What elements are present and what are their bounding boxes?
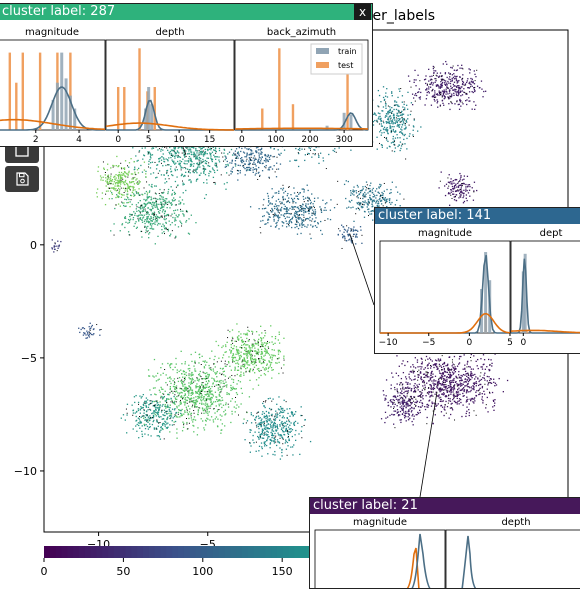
- x-tick-label: 5: [146, 135, 152, 145]
- popup-histograms: magnitude depth: [310, 514, 580, 588]
- popup-cluster-287[interactable]: cluster label: 287 x magnitude 2 4 depth 0 5 1…: [0, 3, 373, 147]
- legend-swatch: [316, 48, 329, 54]
- histogram-panel: depth 0 5 10 15: [106, 27, 234, 145]
- histogram-panel: magnitude 2 4: [0, 27, 105, 145]
- colorbar-tick-label: 100: [192, 565, 213, 578]
- x-tick-label: 15: [204, 135, 215, 145]
- x-tick-label: 0: [239, 135, 245, 145]
- legend: train test: [311, 44, 362, 74]
- colorbar-tick-label: 50: [116, 565, 130, 578]
- x-tick-label: −10: [379, 338, 398, 348]
- popup-header[interactable]: cluster label: 141: [375, 208, 580, 224]
- panel-frame: [315, 530, 445, 588]
- train-bar: [60, 53, 63, 130]
- panel-title: depth: [501, 517, 530, 528]
- test-kde: [235, 128, 368, 129]
- test-bar: [9, 53, 11, 130]
- y-tick-label: 0: [30, 239, 37, 252]
- popup-title: cluster label: 21: [313, 498, 418, 513]
- panel-title: magnitude: [353, 517, 407, 528]
- popup-title: cluster label: 287: [2, 4, 115, 19]
- test-bar: [22, 53, 24, 130]
- popup-histograms: magnitude−10−505dept010: [375, 224, 580, 353]
- histogram-panel: magnitude −10 −5 0 5: [379, 228, 513, 348]
- train-bar: [349, 115, 352, 130]
- x-tick-label: 200: [301, 135, 318, 145]
- x-tick-label: 0: [467, 338, 473, 348]
- popup-cluster-21[interactable]: cluster label: 21 magnitude depth: [309, 497, 580, 589]
- popup-histograms: magnitude 2 4 depth 0 5 10 15 back_azimuth 0 100 20…: [0, 20, 372, 146]
- panel-title: back_azimuth: [267, 27, 336, 38]
- x-tick-label: 2: [33, 135, 39, 145]
- x-tick-label: 5: [507, 338, 513, 348]
- panel-title: dept: [540, 228, 563, 239]
- panel-title: magnitude: [418, 228, 472, 239]
- y-tick-label: −10: [14, 465, 37, 478]
- histogram-panel: dept010: [511, 228, 580, 348]
- popup-header[interactable]: cluster label: 287: [0, 4, 372, 20]
- test-bar: [39, 53, 41, 130]
- legend-label: test: [338, 61, 353, 70]
- colorbar-tick-label: 0: [41, 565, 48, 578]
- test-bar: [15, 83, 17, 130]
- popup-header[interactable]: cluster label: 21: [310, 498, 580, 514]
- panel-title: magnitude: [25, 27, 79, 38]
- close-button[interactable]: x: [354, 4, 371, 20]
- legend-label: train: [338, 47, 357, 56]
- colorbar-tick-label: 150: [272, 565, 293, 578]
- close-icon: x: [359, 5, 366, 19]
- test-bar: [117, 87, 119, 130]
- x-tick-label: −5: [422, 338, 435, 348]
- test-bar: [261, 109, 263, 131]
- y-tick-label: −5: [21, 352, 37, 365]
- x-tick-label: 100: [267, 135, 284, 145]
- test-bar: [292, 104, 294, 130]
- popup-title: cluster label: 141: [378, 208, 491, 223]
- legend-swatch: [316, 62, 329, 68]
- x-tick-label: 300: [336, 135, 353, 145]
- x-tick-label: 0: [115, 135, 121, 145]
- x-tick-label: 0: [520, 338, 526, 348]
- train-bar: [65, 78, 68, 130]
- x-tick-label: 10: [173, 135, 185, 145]
- panel-title: depth: [155, 27, 184, 38]
- test-bar: [278, 48, 280, 130]
- test-bar: [138, 48, 140, 130]
- x-tick-label: 4: [76, 135, 82, 145]
